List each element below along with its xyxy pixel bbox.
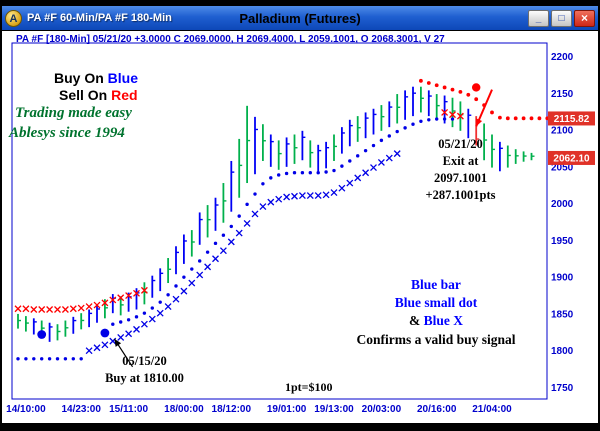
window-controls: _ □ ×: [528, 9, 595, 27]
svg-text:14/10:00: 14/10:00: [6, 404, 46, 415]
buy-annotation-date: 05/15/20: [122, 354, 167, 368]
svg-text:2000: 2000: [551, 199, 574, 210]
buy-on-word: Blue: [107, 70, 139, 86]
price-tag: 2062.10: [548, 150, 595, 165]
chart-title: Palladium (Futures): [239, 10, 361, 26]
legend-confirm-text: Confirms a valid buy signal: [356, 331, 516, 347]
legend-blue-x-word: Blue X: [423, 313, 463, 329]
window-title: PA #F 60-Min/PA #F 180-Min: [27, 12, 172, 24]
svg-text:2062.10: 2062.10: [553, 153, 590, 164]
exit-annotation-line3: 2097.1001: [433, 170, 488, 185]
legend-blue-dot: Blue small dot: [394, 295, 478, 311]
sell-on-word: Red: [111, 87, 138, 103]
tagline-trading: Trading made easy: [15, 105, 132, 121]
plot-border: [11, 42, 548, 400]
legend-amp: &: [408, 313, 424, 329]
svg-text:19/01:00: 19/01:00: [267, 404, 307, 415]
sell-signal-big-dots: [472, 83, 481, 92]
svg-text:15/11:00: 15/11:00: [109, 404, 148, 415]
buy-on-prefix: Buy On: [54, 70, 108, 86]
svg-text:20/16:00: 20/16:00: [417, 404, 457, 415]
point-value-note: 1pt=$100: [285, 380, 333, 394]
svg-text:1850: 1850: [551, 309, 574, 320]
legend-blue-bar: Blue bar: [411, 277, 461, 292]
minimize-button[interactable]: _: [528, 9, 549, 27]
quote-line: PA #F [180-Min] 05/21/20 +3.0000 C 2069.…: [16, 34, 445, 45]
price-tag: 2115.82: [548, 111, 595, 126]
red-x-marks: [14, 108, 464, 313]
svg-text:2100: 2100: [551, 126, 574, 137]
maximize-icon: □: [558, 12, 565, 24]
svg-text:1750: 1750: [551, 383, 574, 394]
legend-blue-x: & Blue X: [322, 312, 550, 330]
close-button[interactable]: ×: [574, 9, 595, 27]
price-bars: [17, 86, 535, 342]
chart-frame: 2200 2150 2100 2050 2000 1950 1900 1850 1800 1750…: [2, 31, 598, 423]
svg-text:1900: 1900: [551, 273, 574, 284]
exit-annotation-line2: Exit at: [442, 153, 479, 168]
svg-text:2050: 2050: [551, 162, 574, 173]
svg-text:21/04:00: 21/04:00: [472, 404, 512, 415]
svg-text:19/13:00: 19/13:00: [314, 404, 354, 415]
sell-on-note: Sell On Red: [59, 87, 138, 103]
x-axis-labels: 14/10:00 14/23:00 15/11:00 18/00:00 18/12:00…: [6, 404, 512, 415]
maximize-button[interactable]: □: [551, 9, 572, 27]
svg-text:1800: 1800: [551, 346, 574, 357]
titlebar[interactable]: A PA #F 60-Min/PA #F 180-Min Palladium (…: [2, 6, 598, 30]
close-icon: ×: [580, 10, 588, 25]
svg-text:2115.82: 2115.82: [554, 114, 590, 125]
blue-x-marks: [85, 150, 401, 355]
minimize-icon: _: [535, 12, 542, 24]
price-chart: 2200 2150 2100 2050 2000 1950 1900 1850 1800 1750…: [6, 42, 595, 415]
svg-text:18/12:00: 18/12:00: [212, 404, 252, 415]
tagline-ablesys: Ablesys since 1994: [9, 125, 125, 141]
annotation-arrows: [113, 89, 493, 368]
svg-text:18/00:00: 18/00:00: [164, 404, 204, 415]
app-logo-icon: A: [5, 9, 22, 27]
svg-text:1950: 1950: [551, 236, 574, 247]
sell-on-prefix: Sell On: [59, 87, 112, 103]
svg-text:14/23:00: 14/23:00: [61, 404, 101, 415]
buy-on-note: Buy On Blue: [54, 70, 138, 86]
buy-annotation-text: Buy at 1810.00: [105, 370, 184, 385]
exit-annotation: 05/21/20 Exit at 2097.1001 +287.1001pts: [398, 136, 523, 204]
svg-text:2150: 2150: [551, 89, 574, 100]
y-axis-labels: 2200 2150 2100 2050 2000 1950 1900 1850 1800 1750: [551, 52, 574, 394]
signal-legend: Blue bar Blue small dot & Blue X Confirm…: [322, 276, 550, 349]
svg-text:20/03:00: 20/03:00: [362, 404, 402, 415]
red-stop-dots: [419, 78, 550, 121]
buy-signal-big-dots: [37, 328, 110, 339]
blue-stop-dots: [16, 117, 455, 361]
buy-annotation: 05/15/20 Buy at 1810.00: [77, 353, 212, 387]
exit-annotation-date: 05/21/20: [438, 137, 483, 151]
svg-text:2200: 2200: [551, 52, 574, 63]
exit-annotation-line4: +287.1001pts: [425, 187, 496, 202]
